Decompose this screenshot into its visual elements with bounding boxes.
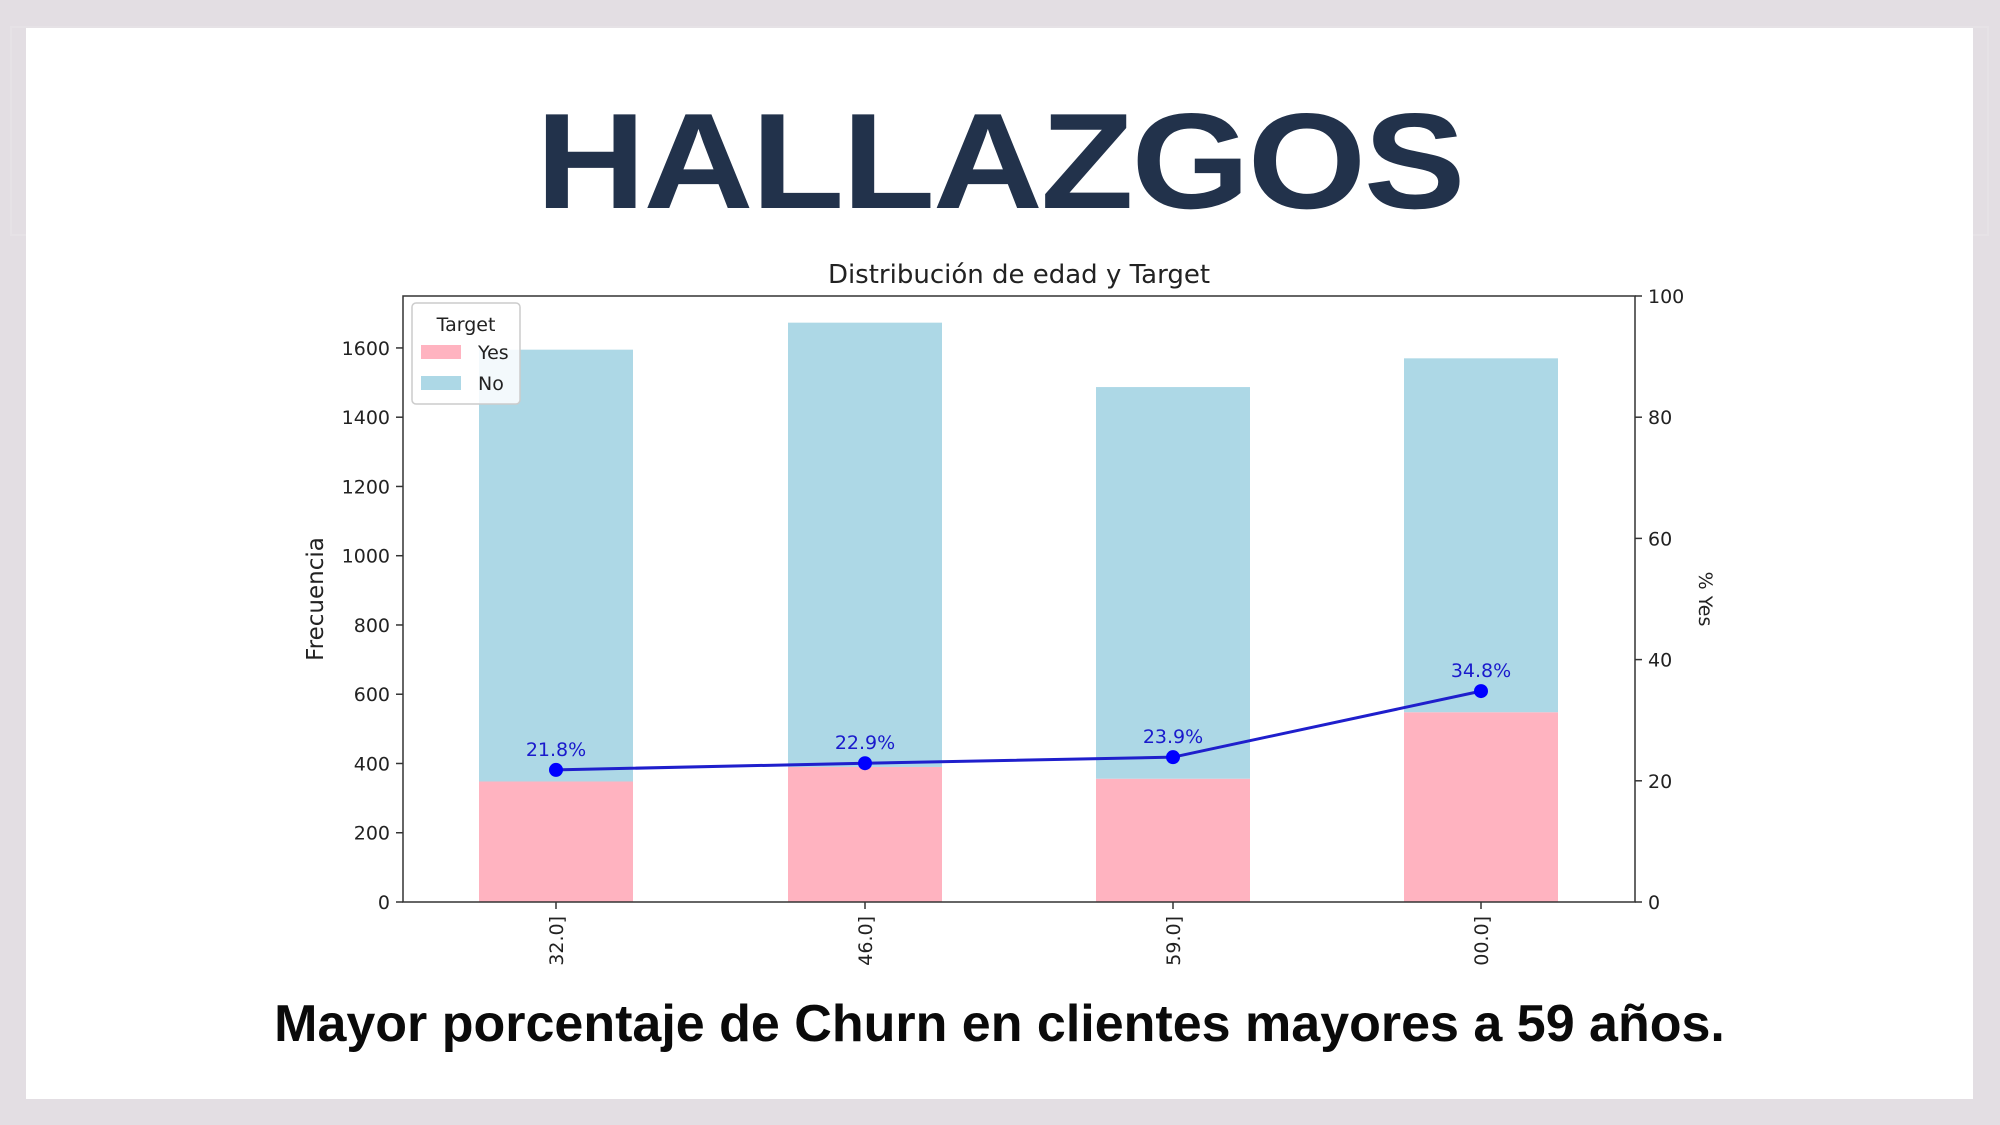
slide: HALLAZGOS Mayor porcentaje de Churn en c… [10, 26, 1989, 1099]
slide-caption: Mayor porcentaje de Churn en clientes ma… [274, 995, 1725, 1053]
frame-left-line [10, 26, 12, 236]
frame-right-line [1987, 26, 1989, 236]
frame-left-foot [10, 234, 26, 236]
slide-title: HALLAZGOS [535, 85, 1466, 237]
frame-top-line [10, 26, 1989, 28]
frame-right-foot [1973, 234, 1989, 236]
